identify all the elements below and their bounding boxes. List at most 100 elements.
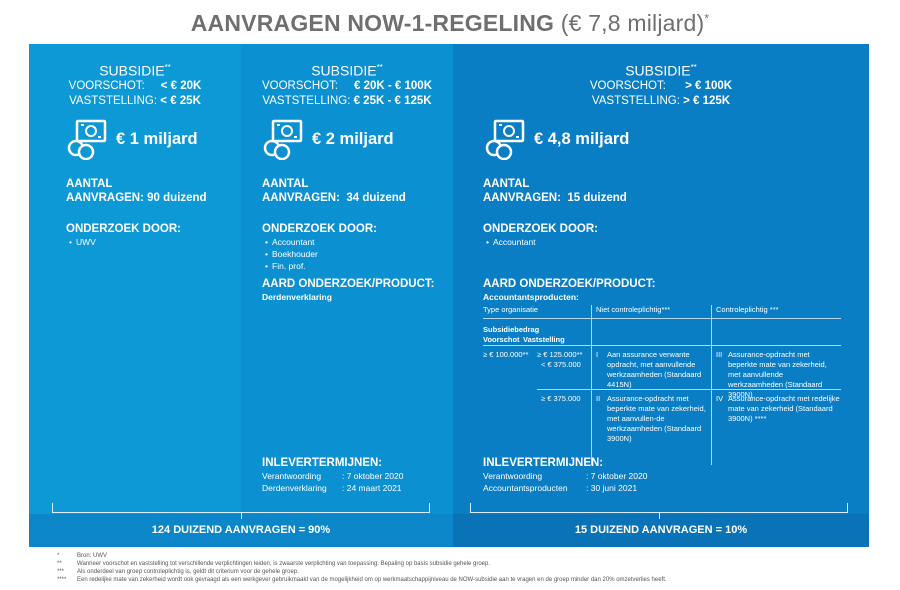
- amount-value: € 4,8 miljard: [534, 129, 630, 148]
- vaststelling-value: € 25K - € 125K: [353, 94, 432, 107]
- footnote-text: Als onderdeel van groep controleplichtig…: [77, 569, 299, 575]
- column-medium: [241, 44, 453, 547]
- table-vline: [711, 305, 712, 465]
- voorschot-value: € 20K - € 100K: [354, 79, 433, 92]
- inlever-date: : 24 maart 2021: [342, 483, 402, 493]
- amount-block-3: € 4,8 miljard: [484, 118, 629, 160]
- aantal-label: AANTAL: [262, 178, 309, 190]
- aantal-block-3: AANTAL AANVRAGEN: 15 duizend: [483, 177, 627, 205]
- voorschot-label: VOORSCHOT:: [68, 79, 145, 92]
- aantal-label: AANTAL: [483, 178, 530, 190]
- onderzoek-block-1: ONDERZOEK DOOR: UWV: [66, 222, 181, 248]
- r1-text-a: Aan assurance verwante opdracht, met aan…: [607, 350, 702, 389]
- aantal-block-2: AANTAL AANVRAGEN: 34 duizend: [262, 177, 406, 205]
- inlever-date: : 30 juni 2021: [586, 483, 638, 493]
- amount-value: € 2 miljard: [312, 129, 394, 148]
- brace-right: [470, 503, 848, 513]
- r1-num-b: III: [716, 350, 723, 359]
- title-bold: AANVRAGEN NOW-1-REGELING: [190, 10, 555, 36]
- title-footnote-mark: *: [704, 11, 710, 26]
- r2-text-b: Assurance-opdracht met redelijke mate va…: [728, 394, 840, 423]
- footnote-text: Bron: UWV: [77, 553, 108, 559]
- voorschot-value: < € 20K: [160, 79, 202, 92]
- brace-right-tick: [659, 513, 660, 519]
- onderzoek-label: ONDERZOEK DOOR:: [66, 223, 181, 235]
- page-title: AANVRAGEN NOW-1-REGELING (€ 7,8 miljard)…: [0, 10, 900, 37]
- footnote-text: Een redelijke mate van zekerheid wordt o…: [77, 577, 667, 583]
- aanvragen-value: 34 duizend: [346, 192, 406, 204]
- footnote-mark: **: [376, 63, 383, 72]
- onderzoek-item: Accountant: [483, 236, 598, 248]
- onderzoek-item: UWV: [66, 236, 181, 248]
- onderzoek-item: Accountant: [262, 236, 377, 248]
- footnotes: * Bron: UWV ** Wanneer voorschot en vastst…: [57, 552, 667, 584]
- footnote-key: **: [57, 561, 62, 567]
- table-divider: [537, 389, 841, 390]
- aantal-label: AANTAL: [66, 178, 113, 190]
- footnote-mark: **: [164, 63, 171, 72]
- total-left: 124 DUIZEND AANVRAGEN = 90%: [151, 524, 331, 536]
- aard-label: AARD ONDERZOEK/PRODUCT:: [262, 278, 435, 290]
- aard-block-3: AARD ONDERZOEK/PRODUCT: Accountantsprodu…: [483, 277, 656, 303]
- footnote: **** Een redelijke mate van zekerheid wor…: [57, 576, 667, 584]
- vaststelling-value: > € 125K: [683, 94, 731, 107]
- subsidie-header-3: SUBSIDIE** VOORSCHOT: > € 100K VASTSTELL…: [453, 60, 869, 109]
- th-niet-controleplichtig: Niet controleplichtig***: [596, 305, 671, 314]
- onderzoek-item: Boekhouder: [262, 248, 377, 260]
- inlever-label: INLEVERTERMIJNEN:: [483, 457, 604, 469]
- inlever-block-3: INLEVERTERMIJNEN: Verantwoording : 7 okto…: [483, 456, 647, 494]
- title-amount: (€ 7,8 miljard): [560, 10, 705, 36]
- footnote-text: Wanneer voorschot en vaststelling tot ve…: [77, 561, 491, 567]
- aard-value: Derdenverklaring: [262, 292, 332, 302]
- th-vaststelling: Vaststelling: [523, 335, 565, 344]
- th-controleplichtig: Controleplichtig ***: [716, 305, 779, 314]
- vaststelling-value: < € 25K: [160, 94, 201, 107]
- amount-block-1: € 1 miljard: [66, 118, 198, 160]
- money-icon: [263, 119, 303, 160]
- aard-label: AARD ONDERZOEK/PRODUCT:: [483, 278, 656, 290]
- voorschot-label: VOORSCHOT:: [261, 79, 339, 92]
- footnote-mark: **: [690, 63, 697, 72]
- onderzoek-block-3: ONDERZOEK DOOR: Accountant: [483, 222, 598, 248]
- inlever-label: INLEVERTERMIJNEN:: [262, 457, 383, 469]
- subsidie-label: SUBSIDIE: [99, 62, 165, 79]
- vaststelling-label: VASTSTELLING:: [591, 94, 680, 107]
- th-voorschot: Voorschot: [483, 335, 520, 344]
- voorschot-label: VOORSCHOT:: [589, 79, 666, 92]
- inlever-date: : 7 oktober 2020: [586, 471, 648, 481]
- footnote: *** Als onderdeel van groep controleplich…: [57, 568, 667, 576]
- money-icon: [485, 119, 525, 160]
- onderzoek-item: Fin. prof.: [262, 260, 377, 272]
- footnote-key: ****: [57, 577, 67, 583]
- inlever-key: Accountantsproducten: [483, 483, 568, 493]
- onderzoek-label: ONDERZOEK DOOR:: [483, 223, 598, 235]
- subsidie-label: SUBSIDIE: [311, 62, 377, 79]
- r2-num-a: II: [596, 394, 601, 403]
- total-band-left: [29, 514, 453, 547]
- footnote-key: ***: [57, 569, 65, 575]
- r1-voorschot: ≥ € 100.000**: [483, 350, 529, 359]
- r2-text-a: Assurance-opdracht met beperkte mate van…: [607, 394, 706, 443]
- brace-left-tick: [241, 513, 242, 519]
- aanvragen-value: 15 duizend: [567, 192, 627, 204]
- r1-vaststelling: ≥ € 125.000**: [537, 350, 583, 359]
- vaststelling-label: VASTSTELLING:: [69, 94, 158, 107]
- table-divider: [483, 318, 841, 319]
- table-divider: [483, 345, 841, 346]
- aanvragen-label: AANVRAGEN:: [66, 192, 144, 204]
- inlever-key: Derdenverklaring: [262, 483, 327, 493]
- inlever-key: Verantwoording: [483, 471, 543, 481]
- onderzoek-label: ONDERZOEK DOOR:: [262, 223, 377, 235]
- aanvragen-value: 90 duizend: [147, 192, 207, 204]
- th-type: Type organisatie: [483, 305, 539, 314]
- subsidie-header-2: SUBSIDIE** VOORSCHOT: € 20K - € 100K VAS…: [241, 60, 453, 109]
- r2-vaststelling: ≥ € 375.000: [541, 394, 581, 403]
- inlever-block-2: INLEVERTERMIJNEN: Verantwoording: 7 okto…: [262, 456, 403, 494]
- footnote: * Bron: UWV: [57, 552, 667, 560]
- subsidie-label: SUBSIDIE: [625, 62, 691, 79]
- amount-value: € 1 miljard: [116, 129, 198, 148]
- subsidie-header-1: SUBSIDIE** VOORSCHOT: < € 20K VASTSTELLI…: [29, 60, 241, 109]
- amount-block-2: € 2 miljard: [262, 118, 394, 160]
- table-vline: [591, 305, 592, 465]
- accountantsproducten-table: Type organisatie Niet controleplichtig**…: [483, 305, 843, 467]
